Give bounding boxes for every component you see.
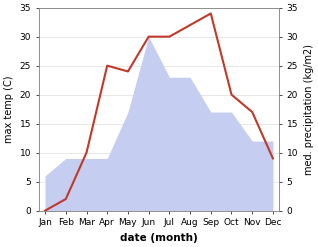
Y-axis label: med. precipitation (kg/m2): med. precipitation (kg/m2) bbox=[304, 44, 314, 175]
Y-axis label: max temp (C): max temp (C) bbox=[4, 75, 14, 143]
X-axis label: date (month): date (month) bbox=[120, 233, 198, 243]
